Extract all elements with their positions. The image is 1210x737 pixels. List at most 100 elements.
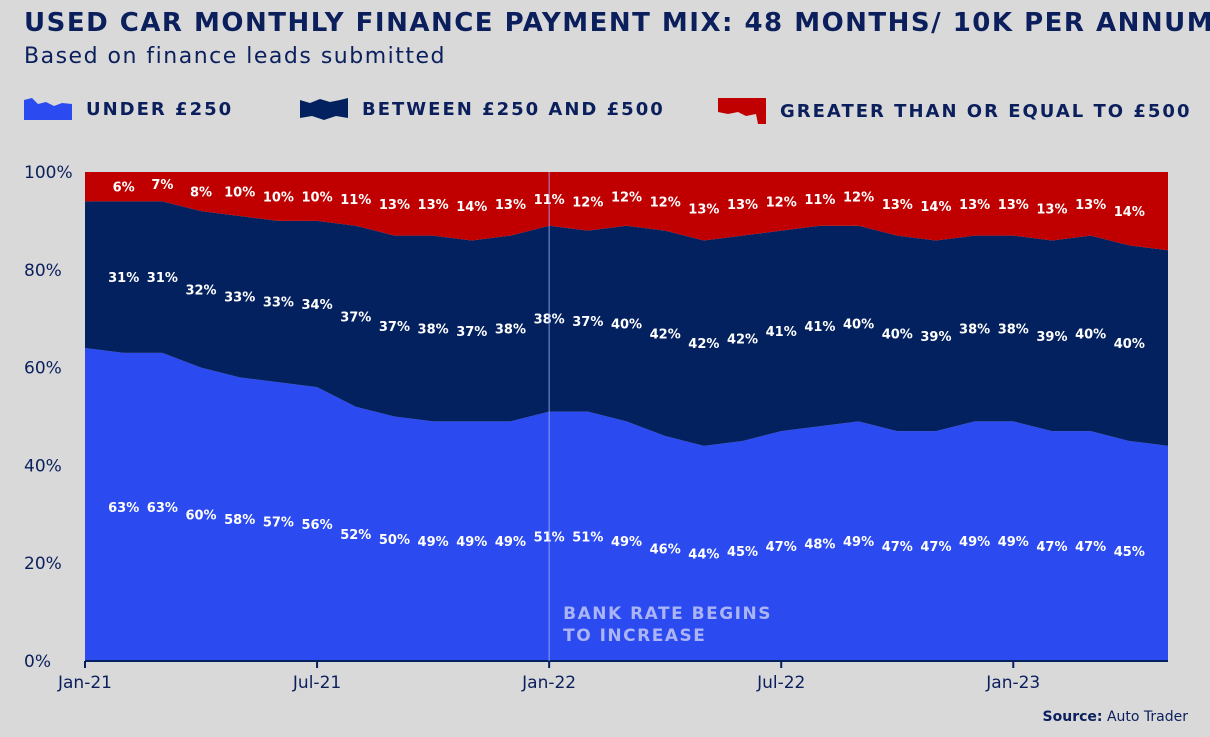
data-label-greater: 10%	[224, 186, 255, 201]
data-label-between: 38%	[418, 322, 449, 337]
data-label-under: 47%	[766, 540, 797, 555]
data-label-greater: 12%	[766, 195, 797, 210]
y-tick-label: 0%	[24, 652, 51, 672]
data-label-greater: 10%	[263, 190, 294, 205]
data-label-under: 49%	[495, 535, 526, 550]
data-label-greater: 6%	[113, 181, 135, 196]
x-tick-label: Jul-22	[756, 673, 805, 693]
data-label-between: 40%	[843, 318, 874, 333]
data-label-greater: 11%	[804, 193, 835, 208]
data-label-under: 58%	[224, 513, 255, 528]
legend-item-greater: GREATER THAN OR EQUAL TO £500	[718, 98, 1191, 124]
data-label-greater: 12%	[843, 190, 874, 205]
data-label-under: 49%	[456, 535, 487, 550]
legend-item-between: BETWEEN £250 AND £500	[300, 98, 665, 120]
data-label-under: 47%	[1036, 540, 1067, 555]
data-label-greater: 13%	[1036, 203, 1067, 218]
x-tick-label: Jan-21	[57, 673, 112, 693]
data-label-between: 33%	[224, 291, 255, 306]
chart-title: USED CAR MONTHLY FINANCE PAYMENT MIX: 48…	[24, 8, 1210, 38]
x-tick-label: Jan-23	[985, 673, 1040, 693]
data-label-between: 38%	[959, 322, 990, 337]
annotation-text-line-2: TO INCREASE	[563, 626, 706, 646]
data-label-between: 41%	[804, 320, 835, 335]
data-label-greater: 13%	[1075, 198, 1106, 213]
data-label-greater: 10%	[302, 190, 333, 205]
chart-subtitle: Based on finance leads submitted	[24, 44, 446, 69]
data-label-under: 49%	[611, 535, 642, 550]
data-label-under: 60%	[185, 508, 216, 523]
data-label-under: 44%	[688, 547, 719, 562]
x-tick-label: Jan-22	[521, 673, 576, 693]
legend-item-under: UNDER £250	[24, 98, 233, 120]
data-label-under: 50%	[379, 533, 410, 548]
data-label-under: 49%	[843, 535, 874, 550]
x-tick-label: Jul-21	[292, 673, 341, 693]
data-label-under: 49%	[959, 535, 990, 550]
data-label-between: 42%	[688, 337, 719, 352]
data-label-under: 52%	[340, 528, 371, 543]
data-label-greater: 13%	[418, 198, 449, 213]
y-tick-label: 40%	[24, 456, 62, 476]
data-label-greater: 13%	[688, 203, 719, 218]
data-label-under: 63%	[147, 501, 178, 516]
legend-label-under: UNDER £250	[86, 98, 234, 120]
data-label-greater: 8%	[190, 186, 212, 201]
data-label-under: 56%	[302, 518, 333, 533]
data-label-greater: 12%	[572, 195, 603, 210]
data-label-under: 45%	[727, 545, 758, 560]
data-label-between: 38%	[495, 322, 526, 337]
data-label-between: 40%	[611, 318, 642, 333]
data-label-between: 40%	[882, 327, 913, 342]
legend-swatch-between-icon	[300, 98, 348, 120]
area-greater	[85, 172, 1168, 251]
data-label-under: 46%	[650, 543, 681, 558]
data-label-between: 34%	[302, 298, 333, 313]
data-label-greater: 13%	[379, 198, 410, 213]
legend-swatch-greater-icon	[718, 98, 766, 124]
y-tick-label: 60%	[24, 359, 62, 379]
data-label-under: 51%	[572, 530, 603, 545]
data-label-between: 38%	[998, 322, 1029, 337]
data-label-under: 57%	[263, 516, 294, 531]
data-label-greater: 11%	[340, 193, 371, 208]
data-label-between: 40%	[1114, 337, 1145, 352]
data-label-greater: 13%	[495, 198, 526, 213]
data-label-greater: 13%	[998, 198, 1029, 213]
source-note: Source: Auto Trader	[1043, 709, 1188, 725]
data-label-between: 41%	[766, 325, 797, 340]
legend-label-greater: GREATER THAN OR EQUAL TO £500	[780, 100, 1192, 122]
data-label-between: 33%	[263, 296, 294, 311]
source-value: Auto Trader	[1106, 709, 1188, 725]
data-label-greater: 13%	[959, 198, 990, 213]
legend-swatch-under-icon	[24, 98, 72, 120]
data-label-under: 47%	[1075, 540, 1106, 555]
data-label-greater: 13%	[727, 198, 758, 213]
y-tick-label: 100%	[24, 163, 73, 183]
data-label-greater: 14%	[1114, 205, 1145, 220]
data-label-under: 48%	[804, 538, 835, 553]
y-tick-label: 20%	[24, 554, 62, 574]
data-label-under: 47%	[882, 540, 913, 555]
annotation-text-line-1: BANK RATE BEGINS	[563, 604, 772, 624]
data-label-under: 63%	[108, 501, 139, 516]
data-label-greater: 12%	[650, 195, 681, 210]
data-label-between: 39%	[1036, 330, 1067, 345]
area-between	[85, 201, 1168, 446]
data-label-between: 42%	[650, 327, 681, 342]
data-label-between: 31%	[108, 271, 139, 286]
data-label-between: 37%	[340, 310, 371, 325]
data-label-greater: 14%	[920, 200, 951, 215]
data-label-between: 37%	[572, 315, 603, 330]
data-label-greater: 13%	[882, 198, 913, 213]
data-label-greater: 7%	[151, 178, 173, 193]
source-label: Source:	[1042, 709, 1103, 725]
data-label-under: 49%	[998, 535, 1029, 550]
area-under	[85, 348, 1168, 661]
data-label-greater: 12%	[611, 190, 642, 205]
data-label-between: 39%	[920, 330, 951, 345]
data-label-between: 42%	[727, 332, 758, 347]
legend-label-between: BETWEEN £250 AND £500	[362, 98, 665, 120]
data-label-between: 32%	[185, 283, 216, 298]
